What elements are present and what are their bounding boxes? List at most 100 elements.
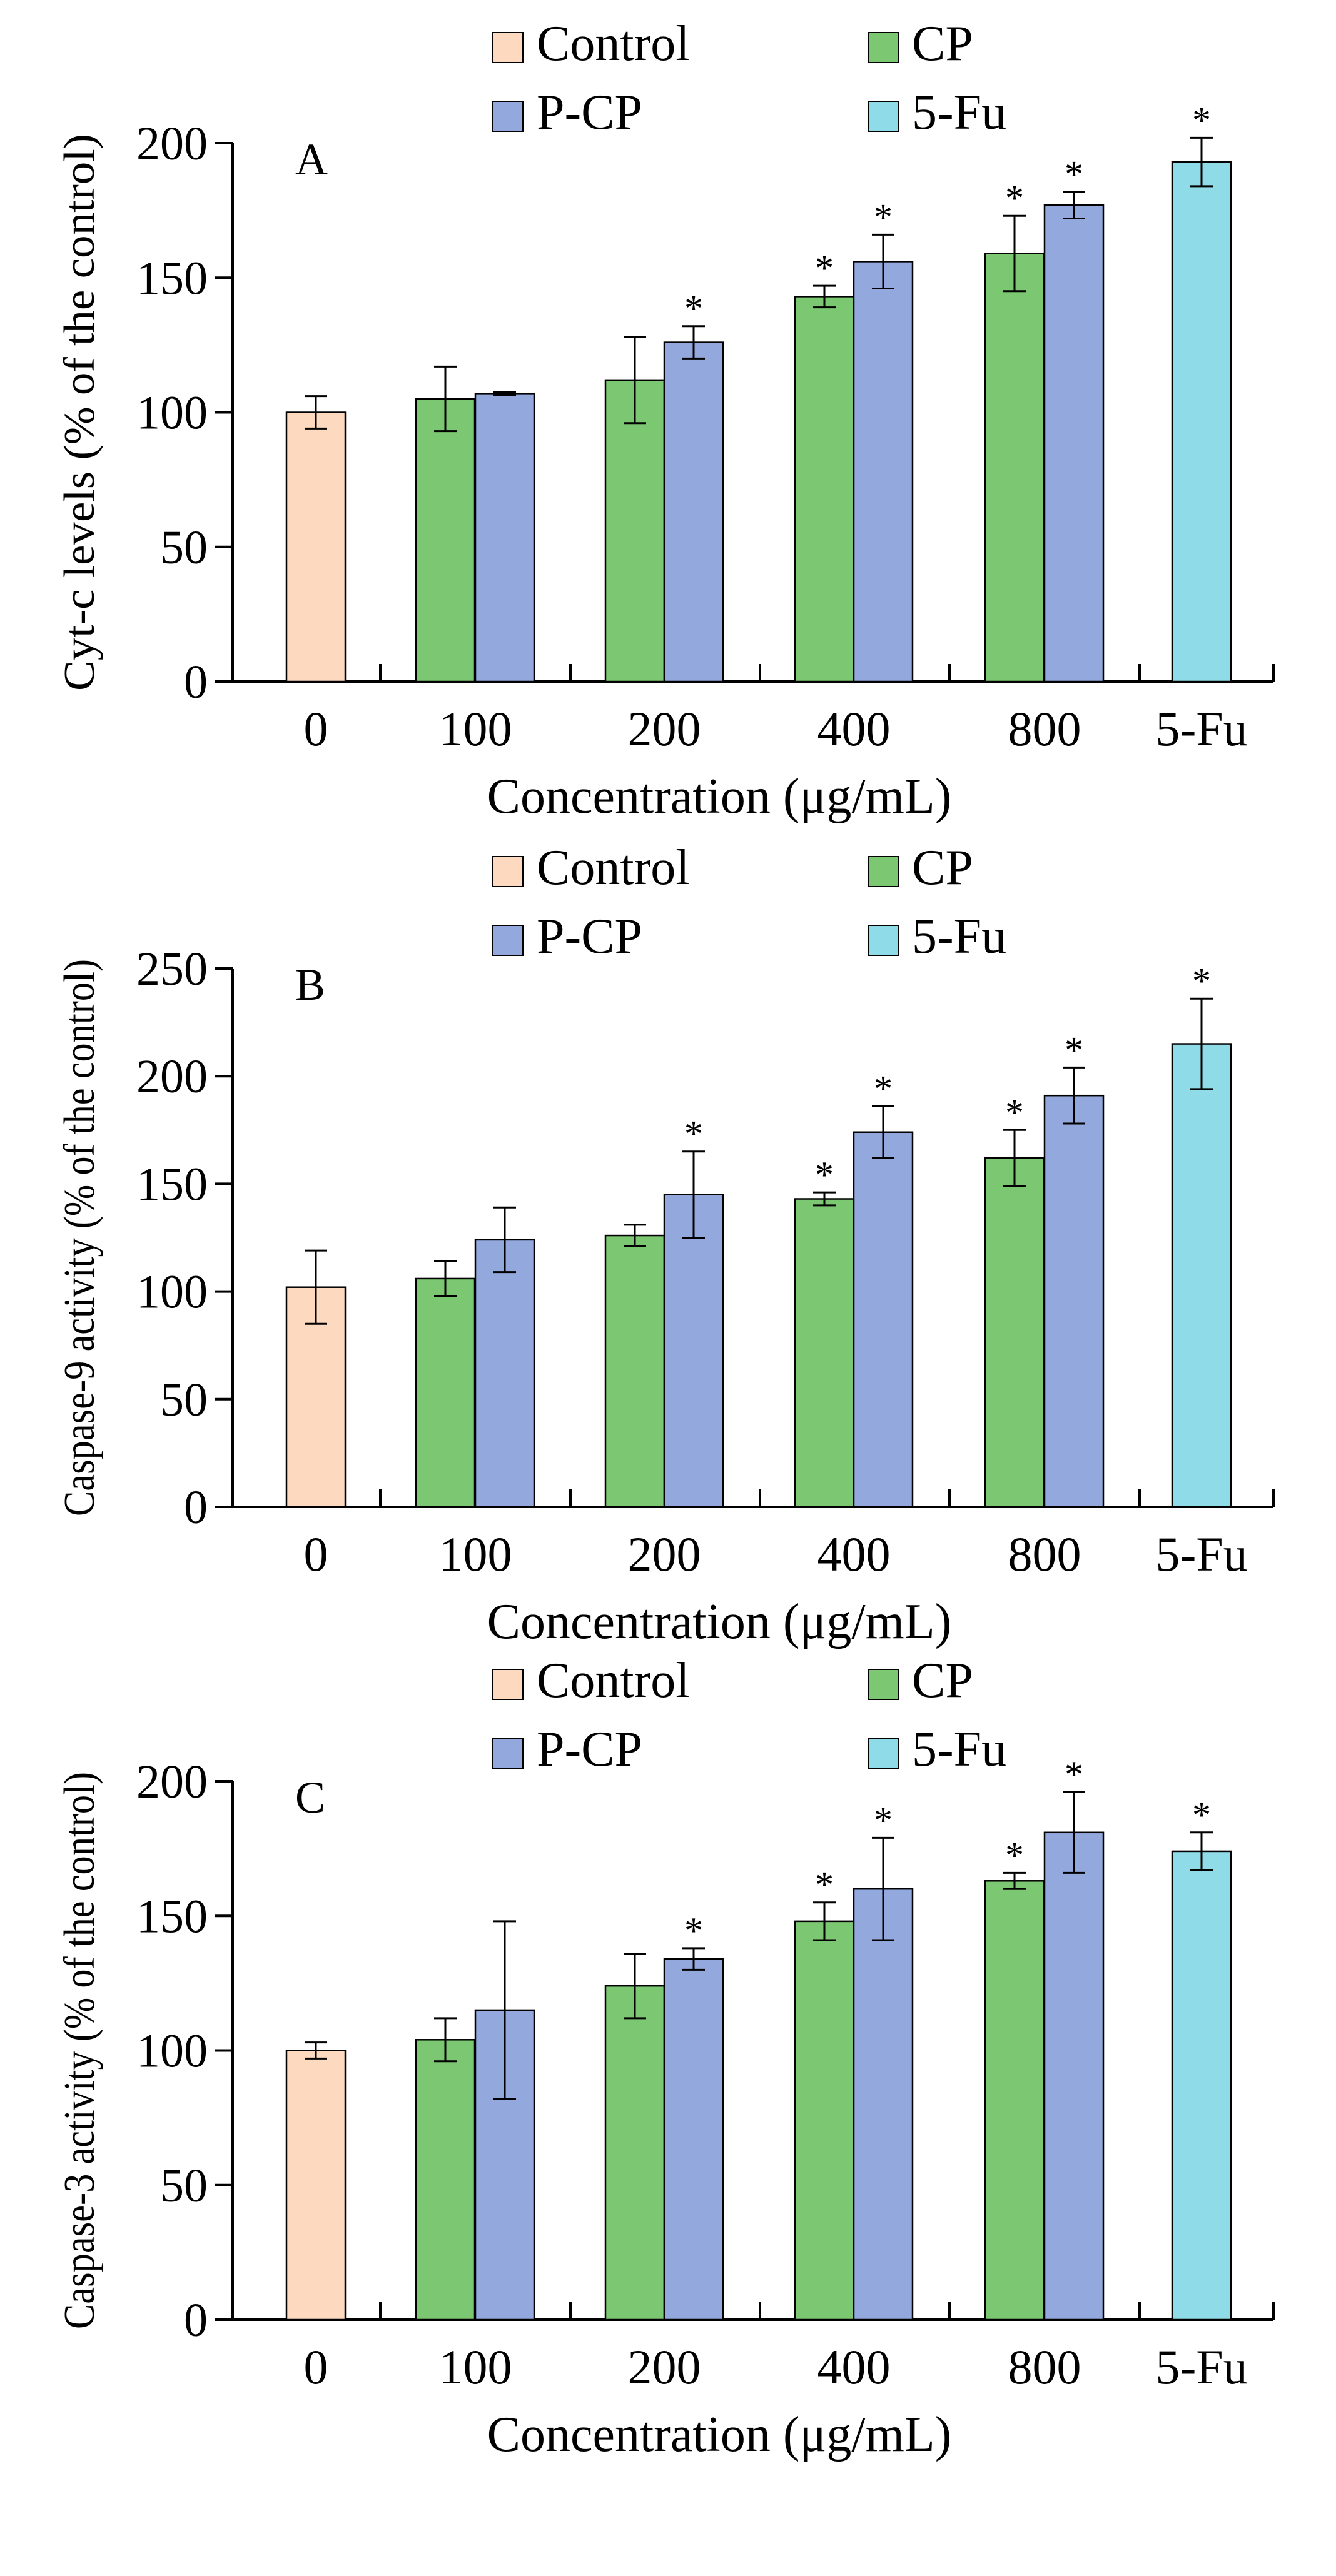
x-tick-label: 400: [817, 1527, 891, 1581]
error-bar: [682, 325, 705, 360]
significance-star: *: [874, 1799, 893, 1841]
y-tick-label: 50: [160, 2160, 208, 2212]
bar-cp-200: [604, 379, 665, 683]
bar-cp-400: [794, 296, 855, 683]
y-tick-label: 150: [136, 1158, 208, 1210]
error-bar: [305, 2041, 327, 2060]
panel-letter: A: [295, 134, 328, 184]
legend-label-p-cp: P-CP: [537, 909, 642, 964]
error-bar: [305, 1249, 327, 1325]
bar-control-0: [285, 2050, 347, 2321]
y-tick-label: 50: [160, 1374, 208, 1426]
x-tick-label: 0: [304, 2340, 328, 2394]
y-tick-label: 200: [136, 1050, 208, 1103]
error-bar: [1063, 1791, 1085, 1874]
bar-p-cp-200: [663, 1194, 724, 1508]
y-tick-label: 100: [136, 2025, 208, 2078]
legend-swatch-p-cp-icon: [492, 101, 524, 132]
bar-cp-200: [604, 1234, 665, 1508]
significance-star: *: [815, 1864, 834, 1906]
legend-label-5-fu: 5-Fu: [912, 85, 1006, 140]
significance-star: *: [1065, 1029, 1083, 1070]
error-bar: [872, 1836, 894, 1941]
error-bar: [624, 336, 646, 425]
legend-swatch-cp-icon: [868, 1669, 899, 1700]
y-axis-title: Caspase-9 activity (% of the control): [56, 959, 104, 1516]
chart-panel-c: Control CP P-CP 5-Fu C 0 50 100 150 200 Caspase-3 …: [56, 1653, 1275, 2462]
significance-star: *: [1192, 960, 1211, 1002]
x-tick-label: 800: [1008, 702, 1081, 756]
legend-label-5-fu: 5-Fu: [912, 909, 1006, 964]
significance-star: *: [684, 288, 703, 330]
significance-star: *: [1005, 1092, 1024, 1133]
significance-star: *: [1065, 153, 1083, 194]
legend-swatch-5-fu-icon: [868, 101, 899, 132]
legend-label-control: Control: [537, 1653, 689, 1708]
error-bar: [1063, 190, 1085, 220]
bar-5-fu-5-fu: [1171, 161, 1232, 683]
legend-swatch-control-icon: [492, 1669, 524, 1700]
bar-cp-100: [415, 2039, 476, 2321]
x-tick-label: 800: [1008, 2340, 1081, 2394]
legend: Control CP P-CP 5-Fu: [492, 840, 1006, 964]
bar-p-cp-800: [1043, 204, 1105, 683]
bar-cp-800: [984, 253, 1045, 683]
error-bar: [1003, 214, 1026, 293]
legend-swatch-p-cp-icon: [492, 1738, 524, 1769]
bar-p-cp-200: [663, 341, 724, 683]
significance-star: *: [1192, 1794, 1211, 1836]
y-tick-label: 150: [136, 252, 208, 304]
error-bar: [813, 1191, 836, 1207]
bar-p-cp-400: [853, 261, 914, 683]
bar-p-cp-200: [663, 1958, 724, 2321]
y-tick-label: 0: [184, 2294, 208, 2347]
legend-label-p-cp: P-CP: [537, 1722, 642, 1777]
bar-5-fu-5-fu: [1171, 1850, 1232, 2321]
chart-panel-b: Control CP P-CP 5-Fu B 0 50 100 150 200 250 Caspase…: [56, 840, 1275, 1649]
legend-label-control: Control: [537, 840, 689, 895]
significance-star: *: [1005, 1834, 1024, 1876]
panel-letter: C: [295, 1773, 325, 1823]
error-bar: [493, 391, 516, 396]
legend-label-cp: CP: [912, 1653, 973, 1708]
legend-label-cp: CP: [912, 16, 973, 71]
error-bar: [682, 1947, 705, 1971]
x-tick-label: 200: [628, 1527, 701, 1581]
y-tick-label: 200: [136, 118, 208, 170]
error-bar: [434, 365, 457, 433]
error-bar: [434, 1260, 457, 1297]
legend: Control CP P-CP 5-Fu: [492, 1653, 1006, 1777]
bar-p-cp-400: [853, 1131, 914, 1508]
bar-cp-800: [984, 1880, 1045, 2321]
error-bar: [624, 1224, 646, 1247]
bar-cp-100: [415, 1277, 476, 1508]
x-tick-label: 800: [1008, 1527, 1081, 1581]
significance-star: *: [815, 248, 834, 289]
x-axis-title: Concentration (μg/mL): [487, 2407, 952, 2462]
x-tick-label: 400: [817, 2340, 891, 2394]
x-tick-label: 100: [439, 702, 512, 756]
error-bar: [813, 284, 836, 309]
bar-cp-200: [604, 1985, 665, 2321]
bar-p-cp-400: [853, 1888, 914, 2321]
y-tick-label: 50: [160, 521, 208, 574]
bar-p-cp-800: [1043, 1831, 1105, 2321]
y-tick-label: 150: [136, 1890, 208, 1943]
x-tick-label: 0: [304, 1527, 328, 1581]
error-bar: [1190, 136, 1213, 188]
bar-cp-800: [984, 1157, 1045, 1508]
legend-swatch-control-icon: [492, 32, 524, 63]
bar-cp-400: [794, 1920, 855, 2321]
bar-p-cp-100: [474, 1239, 535, 1508]
error-bar: [872, 233, 894, 289]
legend: Control CP P-CP 5-Fu: [492, 16, 1006, 140]
error-bar: [813, 1901, 836, 1941]
legend-swatch-cp-icon: [868, 32, 899, 63]
error-bar: [872, 1105, 894, 1159]
legend-swatch-p-cp-icon: [492, 925, 524, 956]
legend-label-5-fu: 5-Fu: [912, 1722, 1006, 1777]
y-tick-label: 0: [184, 656, 208, 708]
significance-star: *: [1192, 99, 1211, 141]
x-tick-label: 200: [628, 2340, 701, 2394]
